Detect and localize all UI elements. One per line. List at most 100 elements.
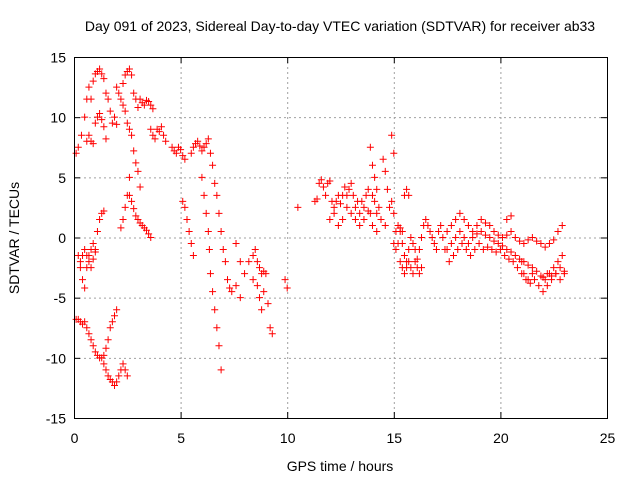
data-point: [113, 120, 121, 128]
data-points: [72, 65, 568, 390]
y-tick-label: -15: [46, 411, 66, 427]
data-point: [343, 191, 351, 199]
data-point: [337, 200, 344, 208]
x-axis-label: GPS time / hours: [287, 458, 394, 474]
data-point: [351, 203, 359, 211]
data-point: [349, 191, 357, 199]
data-point: [108, 119, 116, 127]
data-point: [108, 318, 116, 326]
series-mid-cluster-1: [147, 123, 170, 145]
data-point: [373, 185, 381, 193]
series-evening-1: [294, 176, 383, 217]
data-point: [130, 89, 138, 97]
data-point: [179, 152, 187, 160]
data-point: [313, 195, 321, 203]
series-mid-cluster-3: [187, 135, 236, 296]
data-point: [469, 227, 477, 235]
data-point: [377, 215, 385, 223]
data-point: [102, 89, 110, 97]
data-point: [226, 284, 234, 292]
data-point: [396, 224, 404, 232]
data-point: [217, 227, 225, 235]
data-point: [539, 288, 547, 296]
data-point: [460, 215, 468, 223]
data-point: [260, 267, 268, 275]
data-point: [383, 185, 391, 193]
data-point: [362, 191, 370, 199]
data-point: [245, 258, 253, 266]
data-point: [332, 197, 340, 205]
data-point: [209, 161, 217, 169]
data-point: [228, 288, 236, 296]
data-point: [390, 209, 398, 217]
data-point: [209, 288, 217, 296]
data-point: [330, 209, 338, 217]
data-point: [424, 221, 432, 229]
data-point: [172, 149, 180, 157]
data-point: [405, 258, 413, 266]
data-point: [77, 131, 85, 139]
data-point: [503, 215, 511, 223]
data-point: [452, 215, 460, 223]
data-point: [422, 215, 430, 223]
x-tick-label: 0: [71, 430, 79, 446]
data-point: [445, 258, 453, 266]
data-point: [554, 258, 562, 266]
data-point: [494, 231, 502, 239]
data-point: [81, 284, 89, 292]
data-point: [187, 149, 195, 157]
data-point: [368, 161, 376, 169]
data-point: [255, 264, 263, 272]
series-late-1: [443, 209, 566, 251]
series-upper-arc-5: [119, 65, 157, 113]
y-tick-label: 5: [58, 170, 66, 186]
data-point: [268, 330, 276, 338]
data-point: [351, 215, 359, 223]
data-point: [507, 248, 515, 256]
data-point: [537, 240, 545, 248]
data-point: [121, 366, 129, 374]
series-mid-cluster-2: [168, 143, 189, 163]
data-point: [125, 125, 133, 133]
data-point: [464, 221, 472, 229]
series-evening-6: [396, 258, 426, 278]
series-lower-arc-1: [72, 306, 121, 362]
data-point: [219, 246, 227, 254]
data-point: [249, 276, 257, 284]
data-point: [85, 330, 93, 338]
data-point: [403, 185, 411, 193]
data-point: [145, 230, 153, 238]
data-point: [149, 131, 157, 139]
series-upper-arc-1: [72, 65, 121, 157]
data-point: [520, 240, 528, 248]
data-point: [236, 258, 244, 266]
data-point: [428, 234, 436, 241]
data-point: [319, 183, 327, 191]
data-point: [330, 203, 338, 211]
data-point: [490, 227, 498, 235]
series-mid-cluster-9: [281, 276, 291, 292]
data-point: [93, 113, 101, 121]
data-point: [136, 95, 144, 103]
data-point: [100, 207, 108, 215]
data-point: [136, 183, 144, 191]
data-point: [499, 242, 507, 250]
data-point: [418, 264, 426, 272]
data-point: [155, 128, 163, 136]
data-point: [507, 212, 515, 220]
data-point: [177, 146, 185, 154]
data-point: [100, 351, 108, 359]
data-point: [552, 270, 560, 278]
data-point: [347, 179, 355, 187]
data-point: [183, 215, 191, 223]
data-point: [400, 270, 408, 278]
series-late-4: [503, 212, 568, 284]
data-point: [409, 240, 417, 248]
y-axis-label: SDTVAR / TECUs: [6, 182, 22, 294]
data-point: [550, 236, 558, 244]
data-point: [117, 224, 125, 232]
data-point: [392, 246, 400, 254]
data-point: [194, 137, 202, 145]
data-point: [241, 270, 249, 278]
data-point: [415, 246, 423, 254]
